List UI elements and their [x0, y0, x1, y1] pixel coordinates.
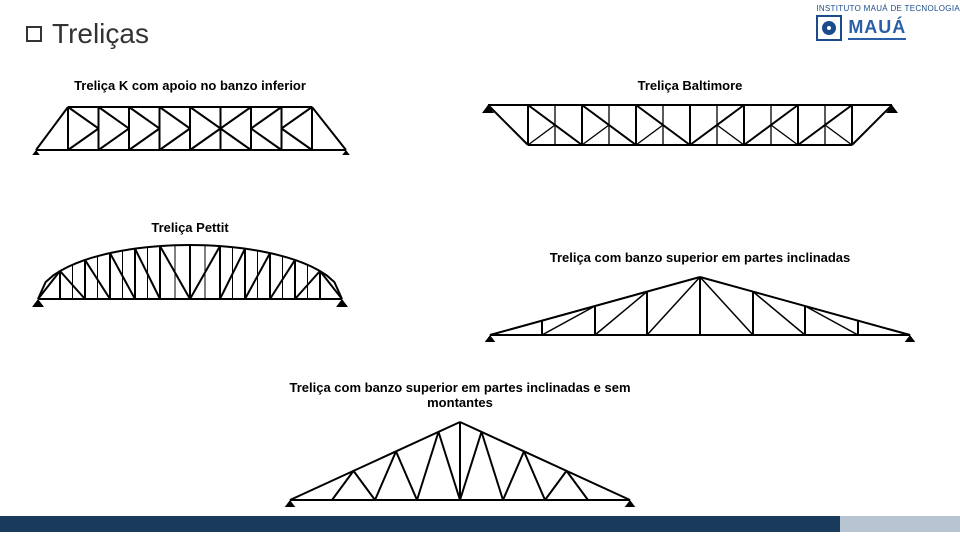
truss-pettit-diagram — [30, 237, 350, 307]
truss-inclined-block: Treliça com banzo superior em partes inc… — [480, 250, 920, 342]
truss-k-label: Treliça K com apoio no banzo inferior — [30, 78, 350, 93]
truss-inclined-label: Treliça com banzo superior em partes inc… — [480, 250, 920, 265]
logo-area: INSTITUTO MAUÁ DE TECNOLOGIA MAUÁ — [816, 4, 960, 41]
truss-inclined-noverticals-block: Treliça com banzo superior em partes inc… — [280, 380, 640, 507]
truss-pettit-label: Treliça Pettit — [30, 220, 350, 235]
slide-title: Treliças — [52, 18, 149, 50]
truss-pettit-block: Treliça Pettit — [30, 220, 350, 307]
truss-inclined-noverticals-label: Treliça com banzo superior em partes inc… — [280, 380, 640, 410]
truss-baltimore-diagram — [480, 95, 900, 150]
truss-k-diagram — [30, 95, 350, 155]
logo-caption: INSTITUTO MAUÁ DE TECNOLOGIA — [816, 4, 960, 13]
logo-row: MAUÁ — [816, 15, 960, 41]
logo-mark-icon — [816, 15, 842, 41]
slide: Treliças INSTITUTO MAUÁ DE TECNOLOGIA MA… — [0, 0, 960, 540]
logo-text: MAUÁ — [848, 17, 906, 40]
truss-k-block: Treliça K com apoio no banzo inferior — [30, 78, 350, 155]
footer-strip — [0, 516, 960, 532]
truss-inclined-noverticals-diagram — [280, 412, 640, 507]
slide-header: Treliças — [26, 18, 149, 50]
truss-baltimore-label: Treliça Baltimore — [480, 78, 900, 93]
truss-inclined-diagram — [480, 267, 920, 342]
truss-baltimore-block: Treliça Baltimore — [480, 78, 900, 150]
bullet-icon — [26, 26, 42, 42]
